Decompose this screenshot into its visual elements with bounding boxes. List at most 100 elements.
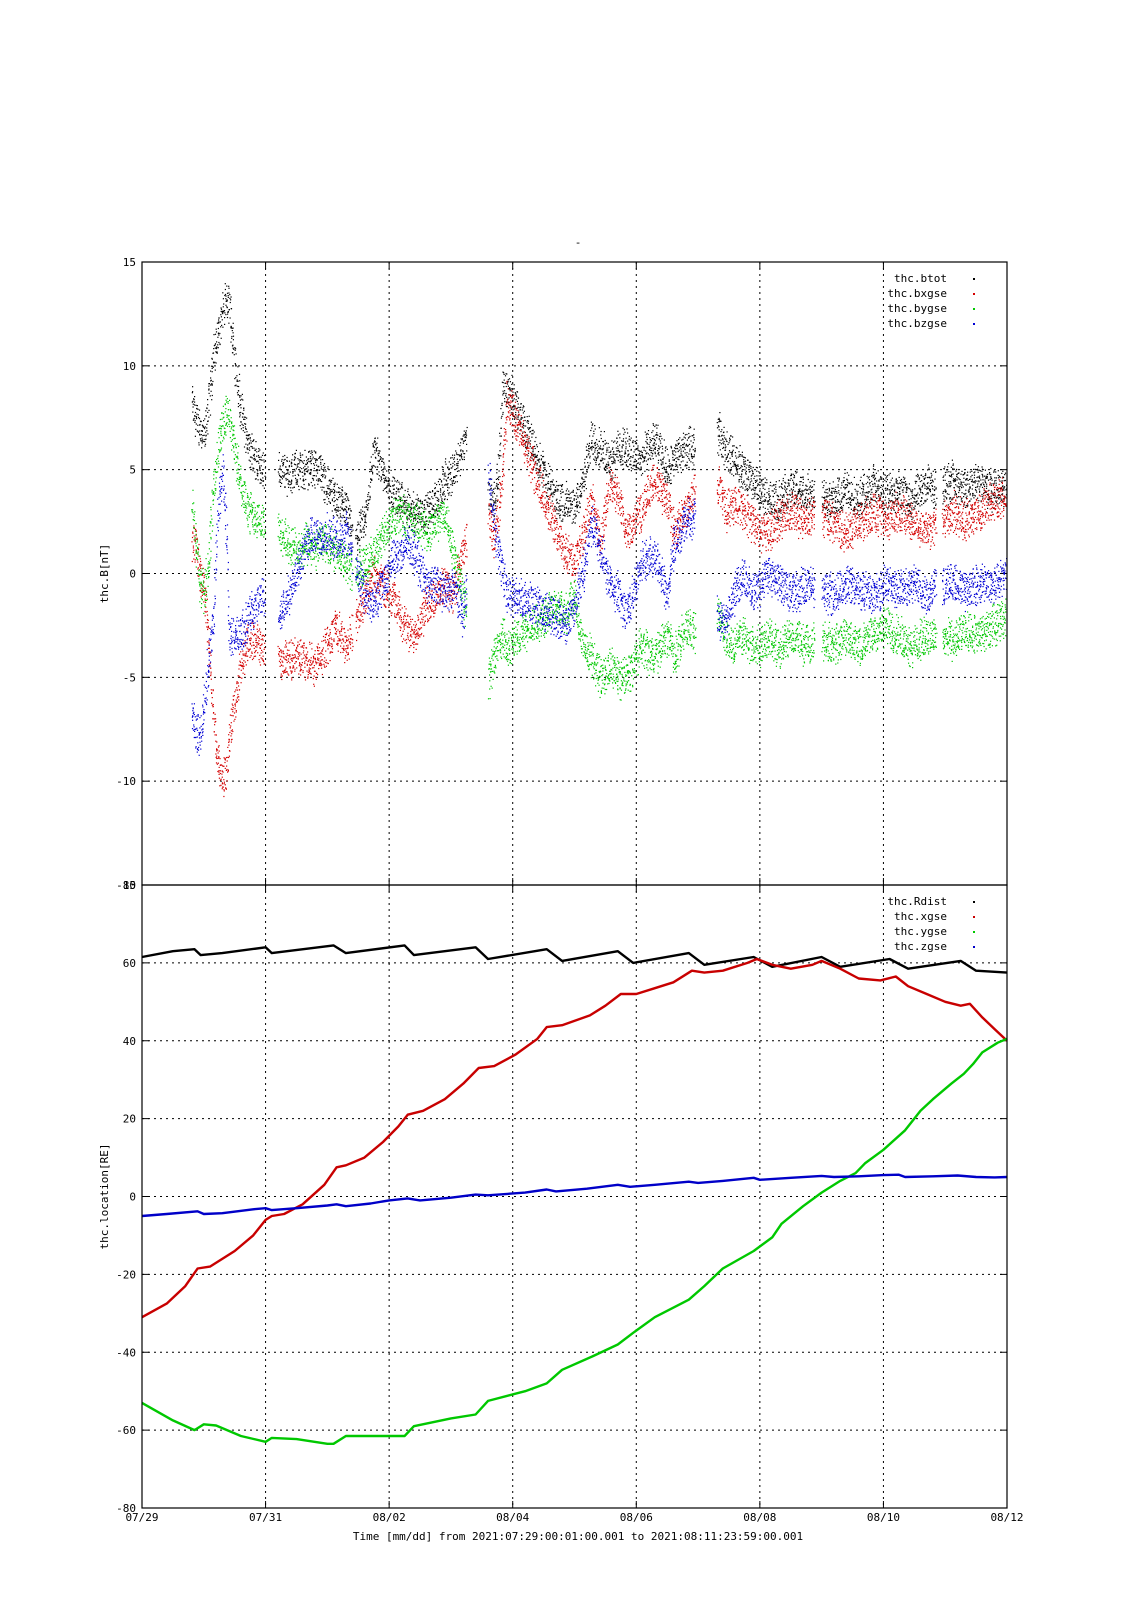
scatter-point — [245, 428, 247, 430]
scatter-point — [285, 479, 287, 481]
scatter-point — [574, 510, 576, 512]
scatter-point — [231, 337, 233, 339]
scatter-point — [892, 507, 894, 509]
scatter-point — [359, 539, 361, 541]
scatter-point — [209, 384, 212, 386]
scatter-point — [502, 411, 504, 414]
scatter-point — [191, 392, 193, 394]
scatter-point — [634, 465, 636, 467]
scatter-point — [264, 475, 266, 477]
scatter-point — [202, 439, 204, 441]
scatter-point — [535, 456, 537, 458]
scatter-point — [662, 448, 664, 450]
scatter-point — [636, 469, 638, 471]
scatter-point — [728, 450, 731, 452]
scatter-point — [771, 485, 773, 487]
scatter-point — [580, 496, 582, 498]
scatter-point — [345, 510, 347, 512]
scatter-point — [835, 486, 837, 488]
scatter-point — [932, 488, 934, 490]
scatter-point — [776, 494, 778, 496]
scatter-point — [605, 454, 607, 456]
scatter-point — [651, 431, 653, 434]
scatter-point — [611, 440, 613, 442]
scatter-point — [232, 699, 235, 701]
scatter-point — [926, 498, 928, 500]
scatter-point — [764, 493, 766, 495]
scatter-point — [964, 506, 966, 508]
scatter-point — [517, 397, 519, 399]
scatter-point — [258, 659, 260, 661]
scatter-point — [685, 445, 687, 447]
scatter-point — [524, 431, 526, 434]
scatter-point — [825, 492, 827, 494]
scatter-point — [205, 434, 207, 436]
scatter-point — [206, 598, 208, 600]
scatter-point — [979, 486, 981, 488]
scatter-point — [417, 499, 419, 501]
scatter-point — [321, 474, 323, 476]
scatter-point — [599, 445, 602, 447]
scatter-point — [257, 637, 259, 639]
scatter-point — [363, 528, 365, 530]
scatter-point — [689, 435, 691, 437]
scatter-point — [978, 475, 981, 477]
scatter-point — [281, 478, 283, 480]
scatter-point — [730, 467, 732, 469]
scatter-point — [530, 423, 533, 425]
scatter-point — [362, 506, 364, 508]
scatter-point — [863, 474, 865, 476]
scatter-point — [428, 503, 430, 505]
scatter-point — [282, 455, 284, 458]
scatter-point — [876, 488, 878, 490]
scatter-point — [500, 408, 502, 410]
scatter-point — [722, 456, 724, 458]
scatter-point — [204, 438, 206, 441]
scatter-point — [292, 454, 294, 456]
scatter-point — [283, 657, 285, 659]
scatter-point — [299, 452, 301, 454]
y-tick-label: 15 — [123, 256, 136, 269]
scatter-point — [365, 501, 367, 503]
scatter-point — [200, 420, 202, 422]
scatter-point — [769, 498, 771, 500]
scatter-point — [613, 458, 615, 460]
scatter-point — [327, 487, 329, 490]
scatter-point — [851, 498, 853, 501]
scatter-point — [842, 480, 844, 482]
scatter-point — [801, 494, 803, 496]
scatter-point — [360, 511, 362, 513]
scatter-point — [976, 486, 978, 488]
scatter-point — [209, 652, 211, 654]
scatter-point — [294, 470, 296, 472]
scatter-point — [198, 418, 201, 420]
scatter-point — [648, 443, 650, 445]
scatter-point — [667, 474, 670, 476]
scatter-point — [622, 460, 624, 462]
scatter-point — [358, 511, 360, 513]
scatter-point — [245, 645, 247, 647]
scatter-point — [201, 564, 203, 566]
scatter-point — [645, 460, 647, 462]
scatter-point — [280, 469, 282, 471]
scatter-point — [307, 471, 309, 473]
scatter-point — [434, 494, 436, 496]
scatter-point — [264, 647, 266, 649]
scatter-point — [263, 648, 265, 650]
scatter-point — [762, 506, 764, 508]
scatter-point — [289, 654, 291, 656]
scatter-point — [615, 442, 618, 444]
scatter-point — [337, 510, 339, 512]
scatter-point — [214, 734, 216, 736]
scatter-point — [680, 461, 682, 463]
scatter-point — [432, 491, 434, 493]
scatter-point — [283, 459, 285, 461]
scatter-point — [242, 424, 244, 426]
scatter-point — [523, 406, 525, 408]
scatter-point — [677, 458, 679, 460]
scatter-point — [460, 455, 462, 457]
scatter-point — [778, 510, 780, 512]
scatter-point — [224, 323, 226, 325]
scatter-point — [739, 454, 742, 456]
scatter-point — [886, 479, 888, 481]
